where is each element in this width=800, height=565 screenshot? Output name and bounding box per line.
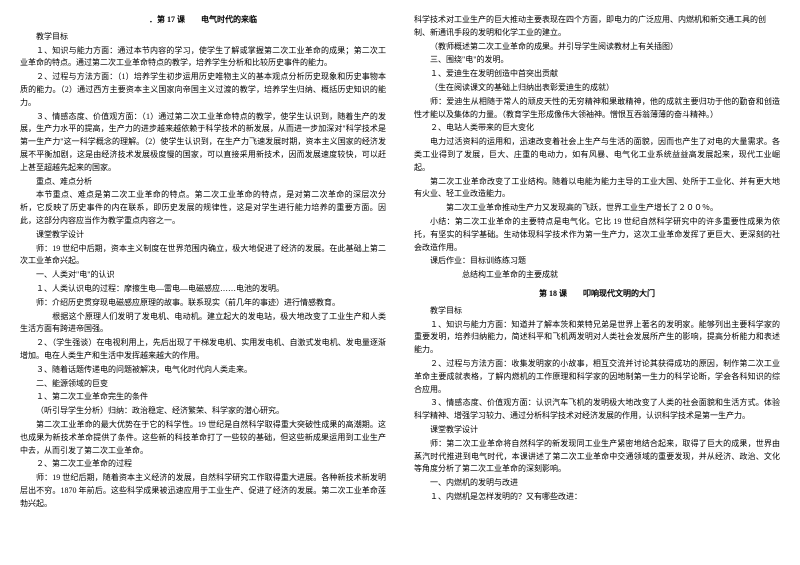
process-text: 师：19 世纪后期，随着资本主义经济的发展，自然科学研究工作取得重大进展。各种新…: [20, 472, 386, 510]
r-p10: 第二次工业革命推动生产力又发现高的飞跃，世界工业生产增长了２００％。: [414, 202, 780, 215]
r-p8: 电力过活资料的运用和，迅速改变着社会上生产与生活的面貌，因而也产生了对电的大量需…: [414, 136, 780, 174]
objective-3: ３、情感态度、价值观方面：（1）通过第二次工业革命特点的教学，使学生认识到，随着…: [20, 111, 386, 175]
r-p18: 一、内燃机的发明与改进: [414, 477, 780, 490]
r-h4: 教学目标: [414, 305, 780, 318]
right-column: 科学技术对工业生产的巨大推动主要表现在四个方面，即电力的广泛应用、内燃机和新交通…: [414, 14, 780, 551]
lesson-18-title: 第 18 课 叩响现代文明的大门: [414, 288, 780, 301]
r-p6: 师：爱迪生从相随于常人的顽皮天性的无穷精神和果敢精神，他的成就主要归功于他的勤奋…: [414, 96, 780, 122]
objective-1: １、知识与能力方面：通过本节内容的学习，使学生了解或掌握第二次工业革命的成果；第…: [20, 45, 386, 71]
r-p19: １、内燃机是怎样发明的？又有哪些改进：: [414, 491, 780, 504]
lesson-title: ．第 17 课 电气时代的来临: [20, 14, 386, 27]
objective-2: ２、过程与方法方面：（1）培养学生初步运用历史唯物主义的基本观点分析历史现象和历…: [20, 71, 386, 109]
r-p11: 小结：第二次工业革命的主要特点是电气化。它比 19 世纪自然科学研究中的许多重要…: [414, 216, 780, 254]
point-2-1: １、第二次工业革命完生的条件: [20, 391, 386, 404]
heading-keypoints: 重点、难点分析: [20, 176, 386, 189]
r-p16: ３、情感态度、价值观方面：认识汽车飞机的发明极大地改变了人类的社会面貌和生活方式…: [414, 397, 780, 423]
point-2-2: ２、第二次工业革命的过程: [20, 458, 386, 471]
r-p17: 师：第二次工业革命将自然科学的新发现同工业生产紧密地结合起来，取得了巨大的成果，…: [414, 438, 780, 476]
r-p15: ２、过程与方法方面：收集发明家的小故事，相互交流并讨论其获得成功的原因，制作第二…: [414, 358, 780, 396]
r-p3: 三、围绕"电"的发明。: [414, 54, 780, 67]
left-column: ．第 17 课 电气时代的来临 教学目标 １、知识与能力方面：通过本节内容的学习…: [20, 14, 386, 551]
heading-design: 课堂教学设计: [20, 229, 386, 242]
r-p14: １、知识与能力方面：知道并了解本茨和莱特兄弟是世界上著名的发明家。能够列出主要科…: [414, 319, 780, 357]
section-1: 一、人类对"电"的认识: [20, 269, 386, 282]
r-p13: 总结构工业革命的主要成就: [414, 269, 780, 282]
r-p12: 课后作业：目标训练练习题: [414, 255, 780, 268]
r-p7: ２、电站人类带来的巨大变化: [414, 122, 780, 135]
r-h5: 课堂教学设计: [414, 424, 780, 437]
r-p4: １、爱迪生在发明创造中首突出贡献: [414, 68, 780, 81]
teacher-note-1: 师：介绍历史贯穿现电磁感应原理的故事。联系现实（前几年的事迹）进行情感教育。: [20, 297, 386, 310]
section-2: 二、能源领域的巨变: [20, 378, 386, 391]
note-1b: 根据这个原理人们发明了发电机、电动机。建立起大的发电站，极大地改变了工业生产和人…: [20, 311, 386, 337]
r-p1: 科学技术对工业生产的巨大推动主要表现在四个方面，即电力的广泛应用、内燃机和新交通…: [414, 14, 780, 40]
point-2: ２、（学生强谈）在电视利用上，先后出现了干梯发电机、实用发电机、自激式发电机、发…: [20, 337, 386, 363]
r-p9: 第二次工业革命改变了工业结构。随着以电能为能力主导的工业大国、处所于工业化、并有…: [414, 176, 780, 202]
design-intro: 师：19 世纪中后期，资本主义制度在世界范围内确立，极大地促进了经济的发展。在此…: [20, 243, 386, 269]
point-1: １、人类认识电的过程：摩擦生电—雷电—电磁感应……电池的发明。: [20, 283, 386, 296]
r-p2: （教师概述第二次工业革命的成果。并引导学生阅读教材上有关插图）: [414, 41, 780, 54]
r-p5: （生在阅读课文的基础上归纳出表彰爱迪生的成就）: [414, 82, 780, 95]
heading-objectives: 教学目标: [20, 31, 386, 44]
conditions-text: 第二次工业革命的最大优势在于它的科学性。19 世纪是自然科学取得重大突破性成果的…: [20, 419, 386, 457]
conditions: （听引导学生分析）归纳：政治稳定、经济繁荣、科学家的潜心研究。: [20, 405, 386, 418]
keypoints-text: 本节重点、难点是第二次工业革命的特点。第二次工业革命的特点，是对第二次革命的深层…: [20, 189, 386, 227]
point-3: ３、随着话题传递电的问题被解决，电气化时代向人类走来。: [20, 364, 386, 377]
